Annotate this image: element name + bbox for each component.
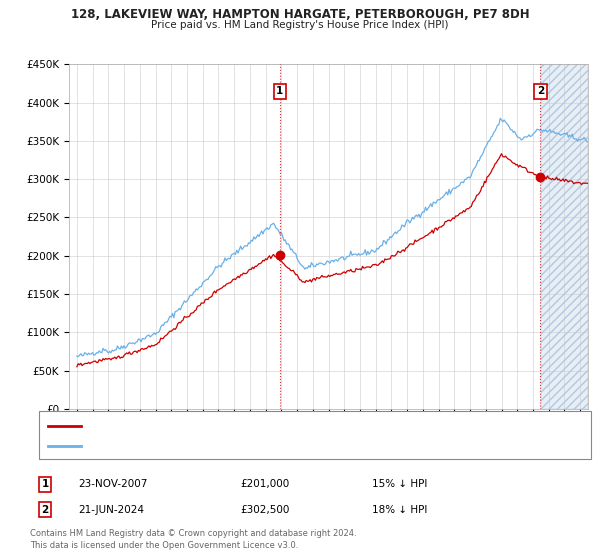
Bar bbox=[541, 47, 588, 409]
Text: 128, LAKEVIEW WAY, HAMPTON HARGATE, PETERBOROUGH, PE7 8DH (detached house): 128, LAKEVIEW WAY, HAMPTON HARGATE, PETE… bbox=[87, 421, 517, 431]
Text: This data is licensed under the Open Government Licence v3.0.: This data is licensed under the Open Gov… bbox=[30, 541, 298, 550]
Text: 21-JUN-2024: 21-JUN-2024 bbox=[78, 505, 144, 515]
Text: 18% ↓ HPI: 18% ↓ HPI bbox=[372, 505, 427, 515]
Text: 2: 2 bbox=[537, 86, 544, 96]
Text: HPI: Average price, detached house, City of Peterborough: HPI: Average price, detached house, City… bbox=[87, 441, 368, 451]
Bar bbox=[541, 47, 588, 409]
Text: 15% ↓ HPI: 15% ↓ HPI bbox=[372, 479, 427, 489]
Text: 1: 1 bbox=[276, 86, 283, 96]
Text: £302,500: £302,500 bbox=[240, 505, 289, 515]
Text: 128, LAKEVIEW WAY, HAMPTON HARGATE, PETERBOROUGH, PE7 8DH: 128, LAKEVIEW WAY, HAMPTON HARGATE, PETE… bbox=[71, 8, 529, 21]
Text: 1: 1 bbox=[41, 479, 49, 489]
Text: Price paid vs. HM Land Registry's House Price Index (HPI): Price paid vs. HM Land Registry's House … bbox=[151, 20, 449, 30]
Text: Contains HM Land Registry data © Crown copyright and database right 2024.: Contains HM Land Registry data © Crown c… bbox=[30, 529, 356, 538]
Text: 2: 2 bbox=[41, 505, 49, 515]
Text: 23-NOV-2007: 23-NOV-2007 bbox=[78, 479, 148, 489]
Text: £201,000: £201,000 bbox=[240, 479, 289, 489]
